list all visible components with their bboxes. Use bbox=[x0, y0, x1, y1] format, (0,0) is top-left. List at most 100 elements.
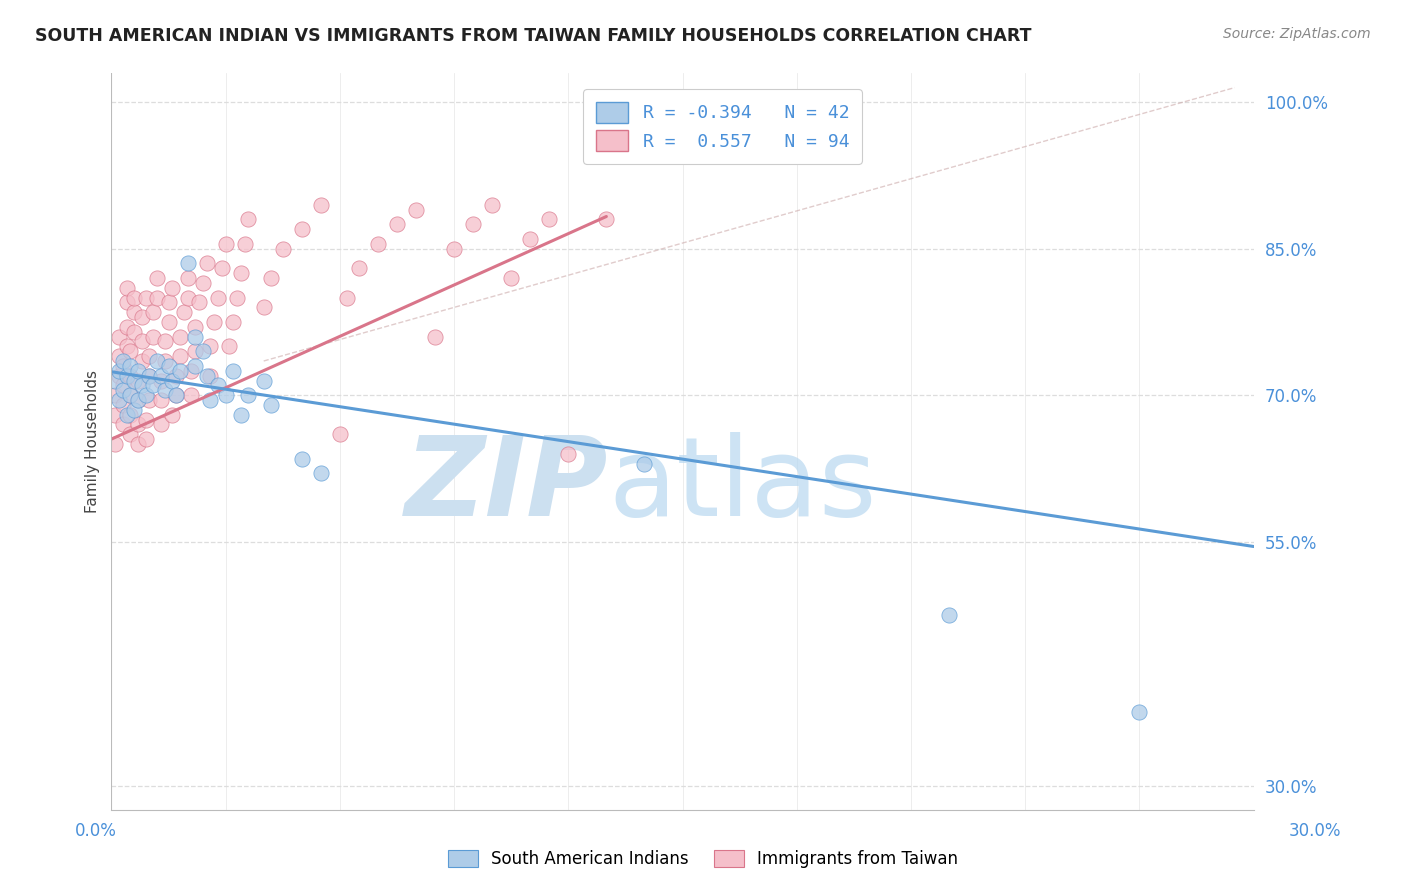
Point bbox=[108, 368, 131, 383]
Point bbox=[176, 291, 198, 305]
Point bbox=[347, 261, 370, 276]
Point bbox=[169, 329, 191, 343]
Point bbox=[111, 378, 134, 392]
Point bbox=[127, 374, 149, 388]
Point bbox=[184, 344, 207, 359]
Legend: South American Indians, Immigrants from Taiwan: South American Indians, Immigrants from … bbox=[440, 842, 966, 877]
Point bbox=[291, 451, 314, 466]
Point bbox=[135, 388, 157, 402]
Point bbox=[309, 467, 332, 481]
Point bbox=[367, 236, 389, 251]
Point bbox=[214, 236, 236, 251]
Point bbox=[111, 384, 134, 398]
Point bbox=[226, 291, 249, 305]
Point bbox=[169, 349, 191, 363]
Point bbox=[538, 212, 561, 227]
Point bbox=[423, 329, 446, 343]
Point bbox=[180, 364, 202, 378]
Point bbox=[135, 291, 157, 305]
Point bbox=[233, 236, 256, 251]
Point bbox=[180, 388, 202, 402]
Point bbox=[135, 412, 157, 426]
Point bbox=[157, 295, 180, 310]
Point bbox=[146, 354, 169, 368]
Point bbox=[405, 202, 427, 217]
Point bbox=[115, 295, 138, 310]
Point bbox=[633, 457, 655, 471]
Point bbox=[443, 242, 465, 256]
Point bbox=[557, 447, 579, 461]
Point bbox=[115, 281, 138, 295]
Point bbox=[115, 408, 138, 422]
Point bbox=[111, 354, 134, 368]
Point bbox=[111, 417, 134, 432]
Point bbox=[104, 437, 127, 451]
Point bbox=[115, 339, 138, 353]
Point bbox=[162, 374, 184, 388]
Point bbox=[184, 319, 207, 334]
Point bbox=[108, 329, 131, 343]
Point bbox=[120, 388, 142, 402]
Point bbox=[173, 305, 195, 319]
Point bbox=[291, 222, 314, 236]
Point bbox=[195, 368, 218, 383]
Point bbox=[200, 339, 222, 353]
Point bbox=[153, 384, 176, 398]
Point bbox=[169, 364, 191, 378]
Point bbox=[184, 359, 207, 373]
Point bbox=[385, 217, 408, 231]
Point bbox=[115, 319, 138, 334]
Point bbox=[188, 295, 211, 310]
Point bbox=[153, 334, 176, 349]
Point bbox=[108, 392, 131, 407]
Point bbox=[162, 408, 184, 422]
Point bbox=[222, 364, 245, 378]
Point bbox=[131, 334, 153, 349]
Point bbox=[127, 437, 149, 451]
Text: atlas: atlas bbox=[609, 433, 877, 540]
Point bbox=[104, 374, 127, 388]
Point bbox=[131, 354, 153, 368]
Point bbox=[207, 378, 229, 392]
Point bbox=[1128, 706, 1150, 720]
Y-axis label: Family Households: Family Households bbox=[86, 370, 100, 513]
Point bbox=[229, 266, 252, 280]
Point bbox=[336, 291, 359, 305]
Point bbox=[127, 364, 149, 378]
Point bbox=[120, 388, 142, 402]
Text: 30.0%: 30.0% bbox=[1288, 822, 1341, 840]
Point bbox=[176, 271, 198, 285]
Point bbox=[229, 408, 252, 422]
Point bbox=[142, 329, 165, 343]
Point bbox=[149, 368, 172, 383]
Point bbox=[111, 398, 134, 412]
Point bbox=[122, 402, 145, 417]
Point bbox=[162, 281, 184, 295]
Point bbox=[938, 607, 960, 622]
Point bbox=[127, 392, 149, 407]
Point bbox=[501, 271, 523, 285]
Point bbox=[122, 374, 145, 388]
Point bbox=[149, 417, 172, 432]
Point bbox=[238, 212, 260, 227]
Text: 0.0%: 0.0% bbox=[75, 822, 117, 840]
Point bbox=[108, 364, 131, 378]
Legend: R = -0.394   N = 42, R =  0.557   N = 94: R = -0.394 N = 42, R = 0.557 N = 94 bbox=[583, 89, 862, 163]
Point bbox=[142, 305, 165, 319]
Point bbox=[214, 388, 236, 402]
Point bbox=[200, 392, 222, 407]
Point bbox=[108, 349, 131, 363]
Point bbox=[120, 359, 142, 373]
Point bbox=[135, 432, 157, 446]
Point bbox=[329, 427, 352, 442]
Point bbox=[122, 305, 145, 319]
Point bbox=[461, 217, 484, 231]
Point bbox=[146, 271, 169, 285]
Text: Source: ZipAtlas.com: Source: ZipAtlas.com bbox=[1223, 27, 1371, 41]
Point bbox=[120, 427, 142, 442]
Point bbox=[165, 388, 187, 402]
Point bbox=[122, 325, 145, 339]
Point bbox=[200, 368, 222, 383]
Point bbox=[138, 368, 160, 383]
Point bbox=[149, 392, 172, 407]
